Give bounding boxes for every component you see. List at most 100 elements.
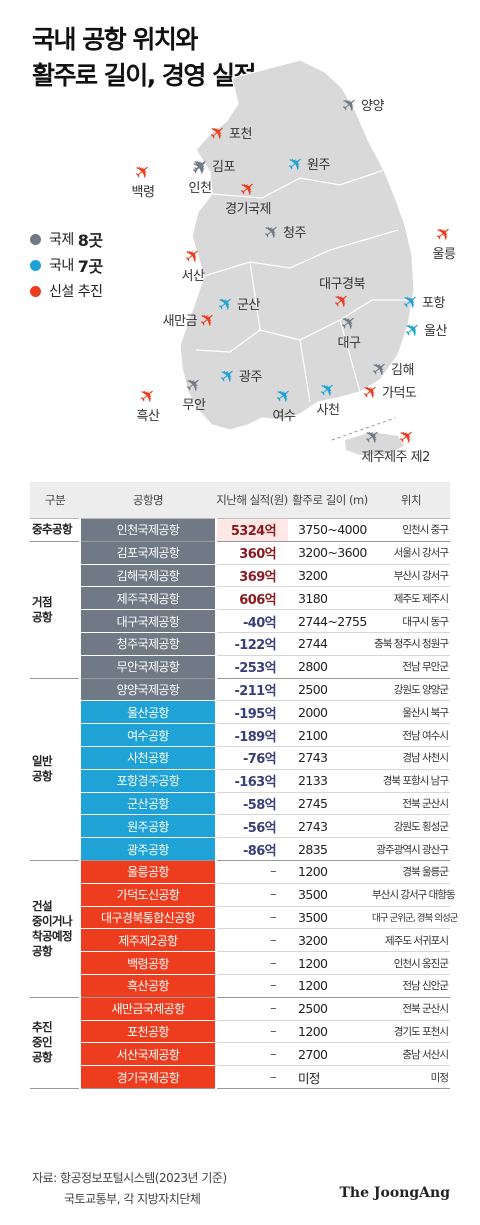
- result-cell: –: [216, 928, 288, 953]
- category-cell: 일반 공항: [30, 678, 80, 861]
- title-line-2: 활주로 길이, 경영 실적: [32, 61, 257, 90]
- table-row: 추진 중인 공항 새만금국제공항 –2500 전북 군산시: [30, 997, 450, 1089]
- map-label: 경기국제: [225, 202, 271, 217]
- map-label: 대구: [338, 336, 361, 351]
- map-marker: ✈울산: [400, 316, 448, 343]
- location-cell: 인천시 중구: [372, 518, 450, 542]
- result-cell: 369억: [216, 564, 288, 588]
- airport-name-cell: 서산국제공항: [79, 1042, 217, 1067]
- table-body: 중추공항 인천국제공항 5324억 3750~4000 인천시 중구 거점 공항 김포국제공항…: [30, 518, 458, 1089]
- location-cell: 인천시 옹진군: [372, 951, 450, 975]
- brand-logo: The JoongAng: [339, 1185, 450, 1201]
- runway-cell: 2000: [288, 700, 372, 725]
- airport-name-cell: 대구국제공항: [79, 609, 217, 633]
- airplane-icon: ✈: [135, 382, 161, 409]
- runway-cell: 3750~4000: [288, 518, 372, 542]
- map-marker: ✈울릉: [431, 220, 457, 262]
- airport-name-cell: 김포국제공항: [79, 541, 217, 565]
- table-row: 중추공항 인천국제공항 5324억 3750~4000 인천시 중구: [30, 518, 450, 542]
- location-cell: 충북 청주시 청원구: [372, 632, 450, 656]
- map-jeju-divider: [331, 417, 396, 441]
- table-header-row: 구분 공항명 지난해 실적(원) 활주로 길이 (m) 위치: [30, 482, 450, 519]
- runway-cell: 2500: [288, 997, 372, 1021]
- runway-cell: 2100: [288, 723, 372, 747]
- source-line-1: 자료: 항공정보포털시스템(2023년 기준): [32, 1171, 227, 1185]
- airport-name-cell: 포천공항: [79, 1020, 217, 1044]
- result-cell: -189억: [216, 723, 288, 747]
- table-row: 경기국제공항 – 미정 미정: [30, 1065, 450, 1089]
- airport-name-cell: 흑산공항: [79, 974, 217, 998]
- source-line-2: 국토교통부, 각 지방자치단체: [64, 1192, 201, 1206]
- airport-name-cell: 가덕도신공항: [79, 883, 217, 907]
- airport-name-cell: 경기국제공항: [79, 1065, 217, 1089]
- location-cell: 충남 서산시: [372, 1042, 450, 1067]
- table-row: 군산공항 -58억 2745 전북 군산시: [30, 792, 450, 816]
- location-cell: 대구 군위군, 경북 의성군: [372, 906, 458, 930]
- airport-name-cell: 광주공항: [79, 837, 217, 861]
- result-cell: –: [216, 860, 288, 884]
- table-row: 대구경북통합신공항 –3500 대구 군위군, 경북 의성군: [30, 906, 458, 930]
- result-cell: -86억: [216, 837, 288, 861]
- map-label: 포항: [422, 296, 445, 311]
- airport-name-cell: 김해국제공항: [79, 564, 217, 588]
- map-label: 광주: [239, 370, 262, 385]
- runway-cell: 2835: [288, 837, 372, 861]
- result-cell: –: [216, 974, 288, 998]
- runway-cell: 2800: [288, 655, 372, 679]
- title-line-1: 국내 공항 위치와: [32, 25, 198, 54]
- category-cell: 중추공항: [30, 518, 80, 542]
- map-label: 인천: [189, 181, 212, 196]
- map-label: 제주: [362, 450, 385, 465]
- runway-cell: 3500: [288, 906, 372, 930]
- map-label: 원주: [307, 158, 330, 173]
- table-row: 김해국제공항 369억 3200 부산시 강서구: [30, 564, 450, 588]
- map-label: 서산: [182, 269, 205, 284]
- result-cell: -58억: [216, 792, 288, 816]
- footer-source: 자료: 항공정보포털시스템(2023년 기준) 국토교통부, 각 지방자치단체: [32, 1168, 227, 1210]
- location-cell: 강원도 양양군: [372, 678, 450, 702]
- legend-label: 신설 추진: [49, 284, 103, 300]
- map-label: 가덕도: [382, 386, 417, 401]
- location-cell: 전남 여수시: [372, 723, 450, 747]
- location-cell: 전남 신안군: [372, 974, 450, 998]
- airport-table: 구분 공항명 지난해 실적(원) 활주로 길이 (m) 위치 중추공항 인천국제공…: [30, 482, 458, 1089]
- location-cell: 울산시 북구: [372, 700, 450, 725]
- table-row: 사천공항 -76억 2743 경남 사천시: [30, 746, 450, 770]
- runway-cell: 2744~2755: [288, 609, 372, 633]
- runway-cell: 3200: [288, 928, 372, 953]
- table-row: 청주국제공항 -122억 2744 충북 청주시 청원구: [30, 632, 450, 656]
- runway-cell: 2743: [288, 814, 372, 839]
- map-label: 여수: [273, 409, 296, 424]
- legend-dot: [30, 285, 41, 297]
- map-label: 청주: [283, 226, 306, 241]
- airplane-icon: ✈: [431, 220, 457, 247]
- header-runway: 활주로 길이 (m): [288, 482, 372, 519]
- legend-count: 7곳: [77, 257, 103, 276]
- airport-name-cell: 군산공항: [79, 792, 217, 816]
- location-cell: 서울시 강서구: [372, 541, 450, 565]
- map-marker: ✈가덕도: [358, 378, 418, 405]
- table-row: 포항경주공항 -163억 2133 경북 포항시 남구: [30, 769, 450, 793]
- runway-cell: 1200: [288, 1020, 372, 1044]
- location-cell: 경북 울릉군: [372, 860, 450, 884]
- table-row: 거점 공항 김포국제공항 360억 3200~3600 서울시 강서구: [30, 541, 450, 679]
- result-cell: -40억: [216, 609, 288, 633]
- table-row: 여수공항 -189억 2100 전남 여수시: [30, 723, 450, 747]
- airport-name-cell: 제주제2공항: [79, 928, 217, 953]
- location-cell: 광주광역시 광산구: [372, 837, 450, 861]
- header-result: 지난해 실적(원): [216, 482, 288, 519]
- location-cell: 경남 사천시: [372, 746, 450, 770]
- legend-item-domestic: 국내 7곳: [30, 252, 103, 278]
- map-label: 대구경북: [319, 277, 365, 292]
- table-row: 울산공항 -195억 2000 울산시 북구: [30, 700, 450, 725]
- result-cell: –: [216, 906, 288, 930]
- location-cell: 강원도 횡성군: [372, 814, 450, 839]
- map-marker: ✈백령: [130, 158, 156, 200]
- result-cell: -122억: [216, 632, 288, 656]
- table-row: 광주공항 -86억 2835 광주광역시 광산구: [30, 837, 450, 861]
- map-region-lines: [195, 169, 410, 403]
- map-label: 백령: [132, 185, 155, 200]
- runway-cell: 1200: [288, 860, 372, 884]
- table-row: 제주국제공항 606억 3180 제주도 제주시: [30, 586, 450, 611]
- runway-cell: 미정: [288, 1065, 372, 1089]
